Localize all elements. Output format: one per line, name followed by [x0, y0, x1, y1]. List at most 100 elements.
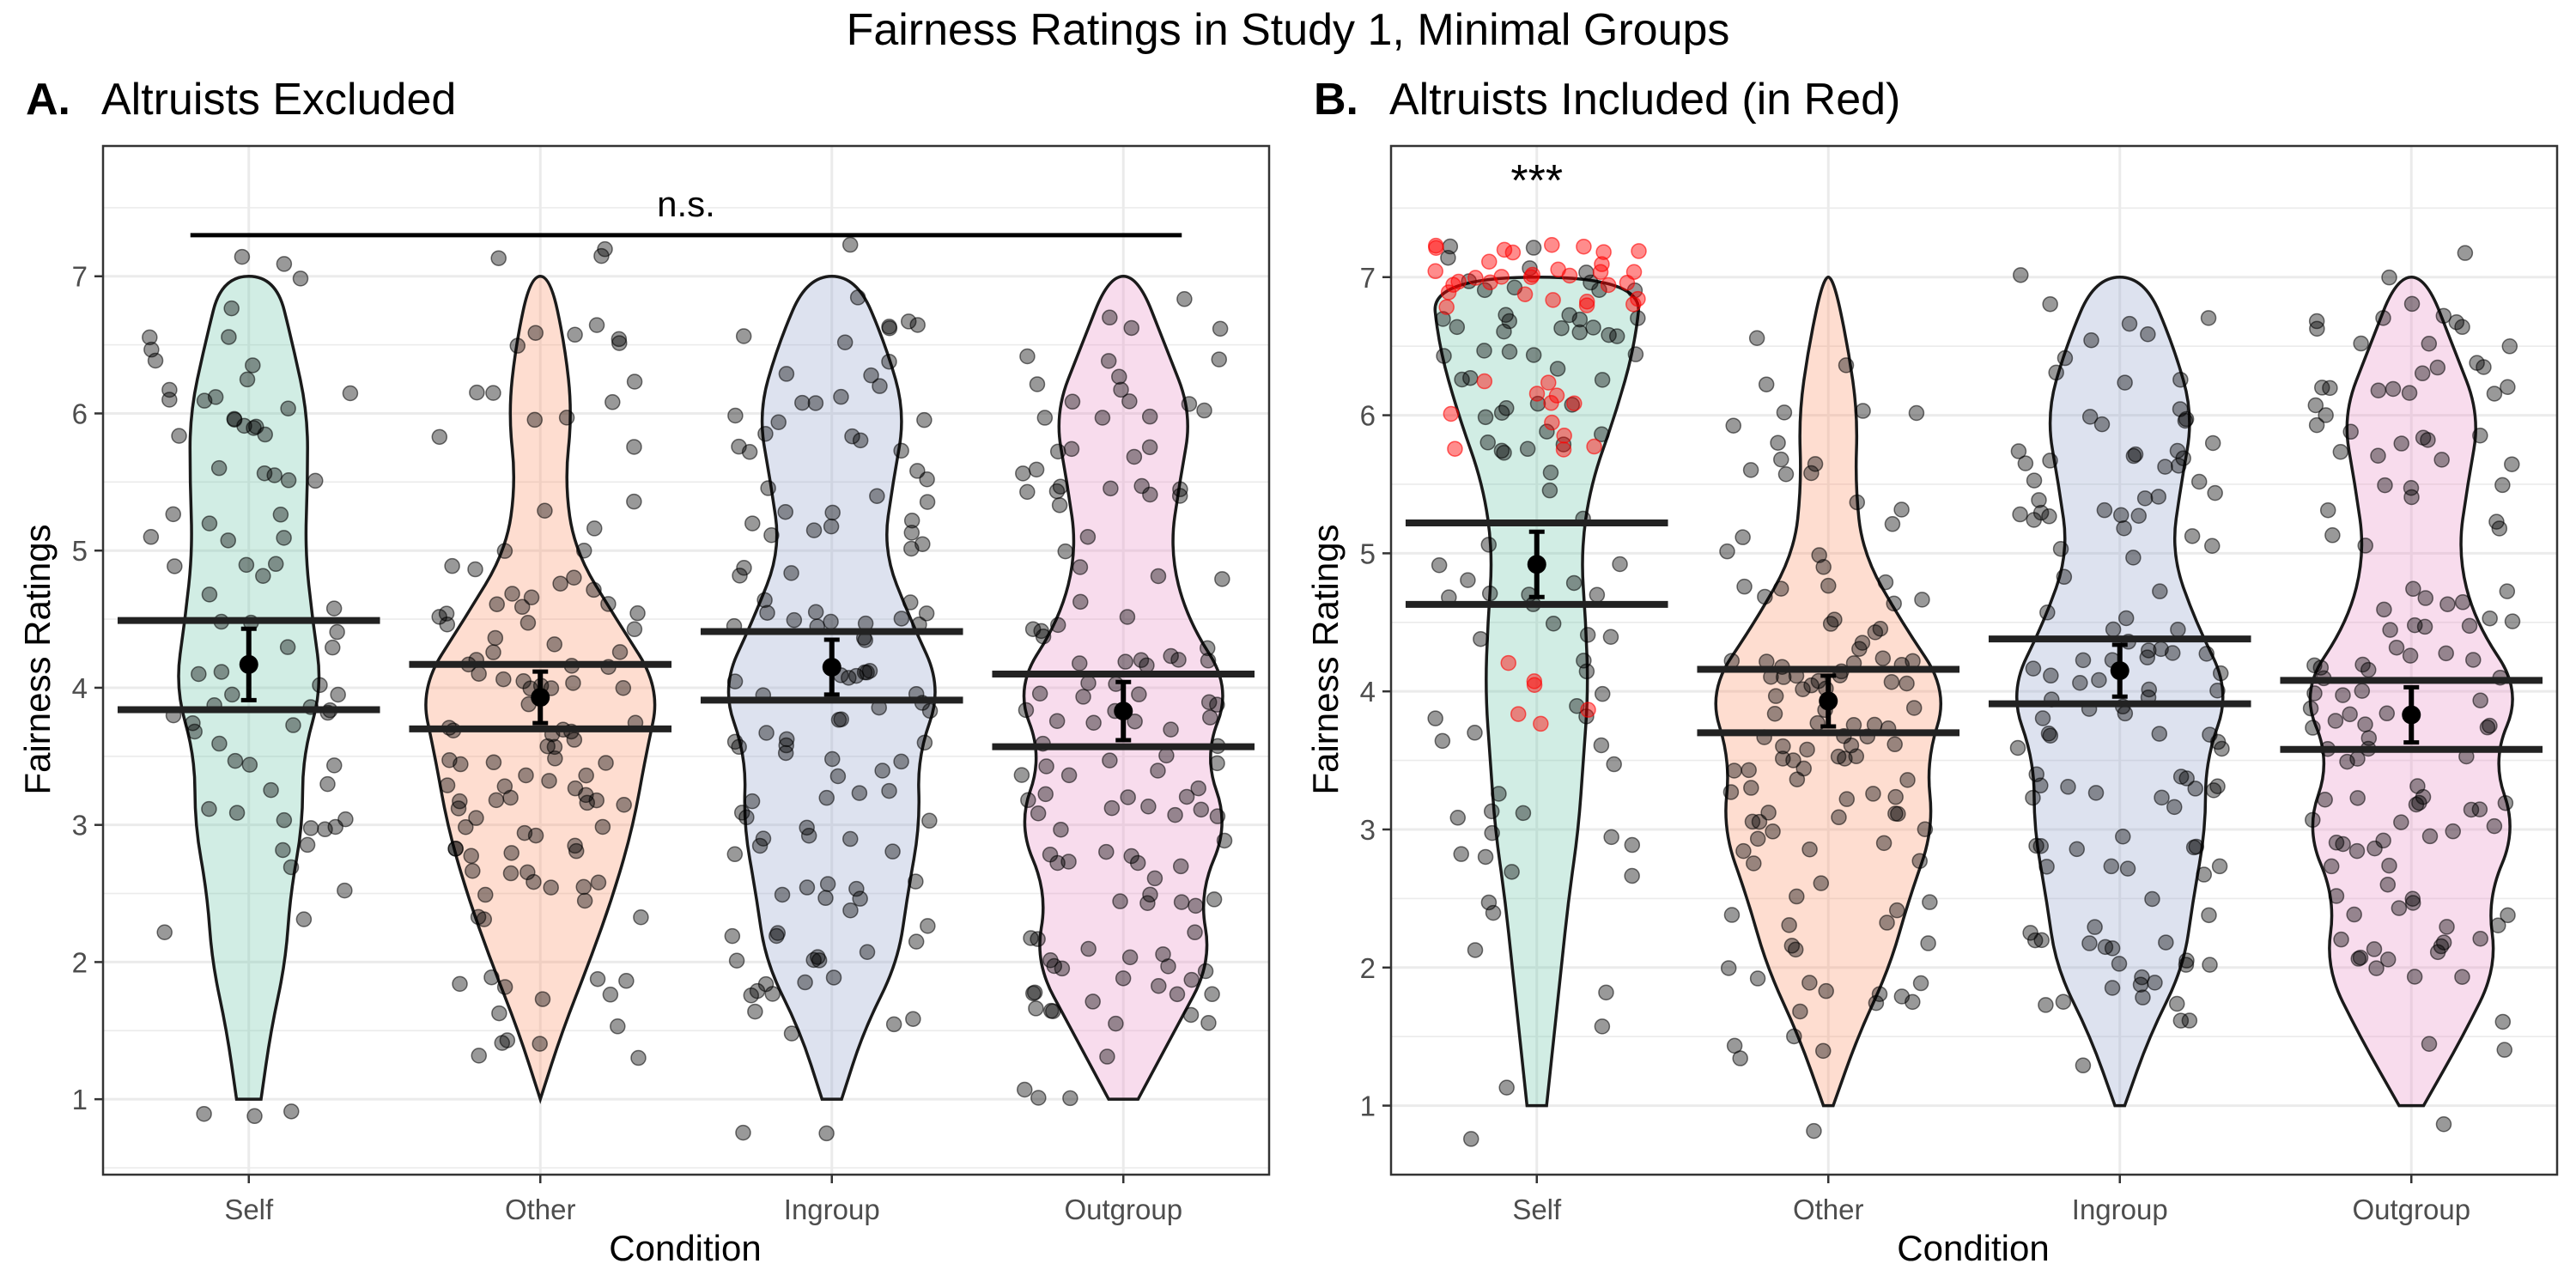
- data-point: [431, 609, 447, 625]
- data-point: [1017, 1081, 1033, 1098]
- data-point: [744, 515, 761, 532]
- altruist-point: [1600, 276, 1617, 294]
- data-point: [600, 596, 617, 612]
- data-point: [2328, 835, 2345, 851]
- data-point: [1865, 786, 1881, 802]
- data-point: [2042, 453, 2058, 469]
- data-point: [1496, 323, 1512, 340]
- data-point: [818, 1125, 835, 1142]
- data-point: [2370, 382, 2387, 399]
- data-point: [1477, 848, 1494, 866]
- data-point: [1888, 902, 1905, 919]
- data-point: [1799, 741, 1815, 758]
- data-point: [2348, 842, 2366, 860]
- data-point: [2385, 380, 2402, 398]
- data-point: [1141, 439, 1158, 456]
- data-point: [2472, 427, 2488, 444]
- data-point: [2406, 969, 2423, 985]
- data-point: [1541, 482, 1558, 499]
- data-point: [1049, 854, 1066, 872]
- data-point: [733, 805, 750, 821]
- data-point: [1589, 586, 1606, 603]
- data-point: [220, 532, 237, 549]
- data-point: [1922, 894, 1938, 910]
- data-point: [1028, 461, 1045, 478]
- data-point: [276, 256, 293, 272]
- data-point: [830, 712, 848, 728]
- data-point: [1815, 1042, 1832, 1060]
- data-point: [2497, 794, 2514, 811]
- data-point: [1855, 403, 1871, 419]
- data-point: [1199, 640, 1216, 657]
- data-point: [825, 969, 842, 986]
- data-point: [616, 796, 632, 813]
- data-point: [2408, 796, 2425, 813]
- data-point: [227, 752, 244, 769]
- data-point: [167, 558, 183, 574]
- data-point: [1212, 320, 1229, 337]
- data-point: [597, 240, 613, 258]
- data-point: [824, 504, 841, 521]
- data-point: [903, 540, 920, 557]
- data-point: [1776, 404, 1793, 421]
- data-point: [255, 568, 271, 584]
- altruist-point: [1555, 441, 1572, 458]
- data-point: [1173, 894, 1190, 910]
- data-point: [2157, 459, 2173, 475]
- data-point: [1111, 368, 1127, 385]
- data-point: [807, 395, 824, 411]
- data-point: [1085, 714, 1102, 732]
- data-point: [201, 800, 217, 817]
- data-point: [1119, 609, 1136, 625]
- data-point: [2306, 657, 2323, 674]
- altruist-point: [1522, 269, 1540, 285]
- data-point: [1427, 710, 1443, 726]
- data-point: [285, 717, 301, 733]
- data-point: [747, 1003, 763, 1020]
- data-point: [2075, 1057, 2092, 1074]
- data-point: [1886, 595, 1902, 612]
- data-point: [909, 463, 926, 479]
- y-axis-label: Fairness Ratings: [1305, 524, 1346, 794]
- x-tick-label: Self: [224, 1194, 274, 1225]
- altruist-point: [1533, 715, 1549, 732]
- y-tick-label: 2: [1360, 952, 1376, 984]
- data-point: [2166, 799, 2183, 816]
- data-point: [465, 862, 481, 879]
- data-point: [799, 819, 815, 836]
- data-point: [2056, 568, 2073, 586]
- data-point: [2057, 349, 2074, 367]
- data-point: [2052, 540, 2069, 557]
- data-point: [1905, 700, 1923, 716]
- data-point: [2471, 801, 2488, 817]
- significance-label: ***: [1510, 156, 1563, 206]
- data-point: [1749, 830, 1766, 848]
- y-tick-label: 2: [72, 946, 88, 978]
- data-point: [1519, 440, 1536, 458]
- y-tick-label: 5: [72, 535, 88, 567]
- data-point: [2169, 995, 2185, 1012]
- data-point: [1767, 688, 1784, 704]
- data-point: [849, 289, 866, 306]
- data-point: [2319, 501, 2336, 519]
- data-point: [2439, 596, 2456, 612]
- data-point: [234, 248, 251, 265]
- altruist-point: [1544, 237, 1560, 253]
- data-point: [519, 615, 537, 631]
- data-point: [2350, 951, 2366, 967]
- data-point: [1593, 737, 1610, 754]
- data-point: [245, 357, 261, 374]
- data-point: [735, 1124, 751, 1141]
- data-point: [2402, 647, 2419, 664]
- data-point: [1883, 673, 1900, 690]
- data-point: [1496, 445, 1512, 461]
- data-point: [1801, 975, 1818, 991]
- y-axis-label: Fairness Ratings: [17, 524, 58, 794]
- data-point: [2170, 621, 2186, 638]
- data-point: [2379, 951, 2397, 968]
- data-point: [447, 841, 464, 857]
- data-point: [256, 465, 273, 482]
- data-point: [2349, 790, 2366, 806]
- data-point: [1576, 653, 1592, 669]
- data-point: [1071, 655, 1088, 671]
